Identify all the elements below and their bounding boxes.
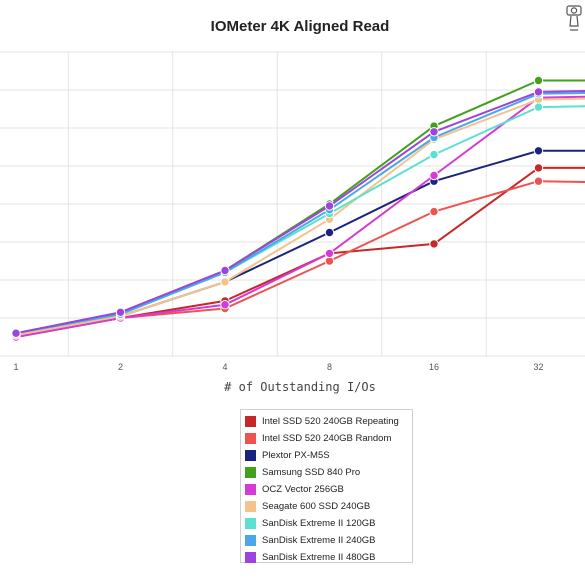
legend-label: Plextor PX-M5S	[262, 450, 330, 461]
chart-legend: Intel SSD 520 240GB Repeating Intel SSD 5…	[240, 409, 413, 563]
legend-swatch	[245, 552, 256, 563]
data-point[interactable]	[533, 146, 544, 156]
data-point[interactable]	[11, 328, 21, 338]
data-point[interactable]	[220, 277, 230, 287]
x-tick-label: 8	[327, 362, 332, 372]
series-ocz-vector-256gb[interactable]	[11, 92, 585, 342]
data-point[interactable]	[220, 300, 230, 310]
x-tick-label: 4	[222, 362, 227, 372]
series-sandisk-extreme-ii-480gb[interactable]	[11, 87, 585, 338]
legend-item[interactable]: Intel SSD 520 240GB Repeating	[245, 413, 412, 430]
series-line	[15, 79, 585, 335]
legend-label: Seagate 600 SSD 240GB	[262, 501, 371, 512]
data-point[interactable]	[533, 75, 544, 86]
data-point[interactable]	[429, 206, 439, 217]
data-point[interactable]	[533, 102, 544, 112]
data-point[interactable]	[324, 248, 335, 259]
data-point[interactable]	[533, 163, 544, 173]
legend-label: SanDisk Extreme II 120GB	[262, 518, 376, 529]
data-point[interactable]	[115, 307, 126, 317]
series-plextor-px-m5s[interactable]	[11, 146, 585, 340]
data-point[interactable]	[429, 170, 439, 181]
legend-swatch	[245, 450, 256, 461]
legend-item[interactable]: Intel SSD 520 240GB Random	[245, 430, 412, 447]
legend-label: OCZ Vector 256GB	[262, 484, 344, 495]
data-point[interactable]	[429, 239, 439, 249]
legend-label: SanDisk Extreme II 480GB	[262, 552, 376, 563]
x-tick-label: 1	[13, 362, 18, 372]
legend-swatch	[245, 518, 256, 529]
series-intel-ssd-520-240gb-repeating[interactable]	[11, 163, 585, 342]
x-tick-label: 16	[429, 362, 439, 372]
data-point[interactable]	[220, 265, 230, 276]
legend-item[interactable]: SanDisk Extreme II 240GB	[245, 532, 412, 549]
legend-item[interactable]: Samsung SSD 840 Pro	[245, 464, 412, 481]
legend-item[interactable]: OCZ Vector 256GB	[245, 481, 412, 498]
legend-swatch	[245, 501, 256, 512]
data-point[interactable]	[533, 87, 544, 97]
legend-label: Samsung SSD 840 Pro	[262, 467, 361, 478]
series-line	[15, 95, 585, 338]
legend-item[interactable]: SanDisk Extreme II 480GB	[245, 549, 412, 566]
data-point[interactable]	[324, 227, 335, 238]
x-axis-ticks: 1248163264	[13, 362, 543, 372]
chart-series	[11, 75, 585, 342]
chart-title: IOMeter 4K Aligned Read	[211, 18, 390, 35]
legend-swatch	[245, 467, 256, 478]
series-line	[15, 97, 585, 337]
x-tick-label: 2	[118, 362, 123, 372]
legend-item[interactable]: Seagate 600 SSD 240GB	[245, 498, 412, 515]
legend-item[interactable]: SanDisk Extreme II 120GB	[245, 515, 412, 532]
legend-label: Intel SSD 520 240GB Random	[262, 433, 392, 444]
legend-swatch	[245, 484, 256, 495]
legend-swatch	[245, 535, 256, 546]
series-line	[15, 105, 585, 335]
data-point[interactable]	[429, 149, 439, 160]
legend-swatch	[245, 433, 256, 444]
data-point[interactable]	[324, 201, 335, 211]
series-seagate-600-ssd-240gb[interactable]	[11, 94, 585, 340]
x-axis-label: # of Outstanding I/Os	[224, 380, 376, 394]
legend-label: SanDisk Extreme II 240GB	[262, 535, 376, 546]
legend-item[interactable]: Plextor PX-M5S	[245, 447, 412, 464]
data-point[interactable]	[429, 127, 439, 137]
series-line	[15, 149, 585, 337]
legend-label: Intel SSD 520 240GB Repeating	[262, 416, 399, 427]
legend-swatch	[245, 416, 256, 427]
series-sandisk-extreme-ii-120gb[interactable]	[11, 102, 585, 338]
x-tick-label: 32	[533, 362, 543, 372]
camera-icon[interactable]	[564, 4, 584, 32]
series-line	[15, 180, 585, 338]
data-point[interactable]	[533, 176, 544, 186]
